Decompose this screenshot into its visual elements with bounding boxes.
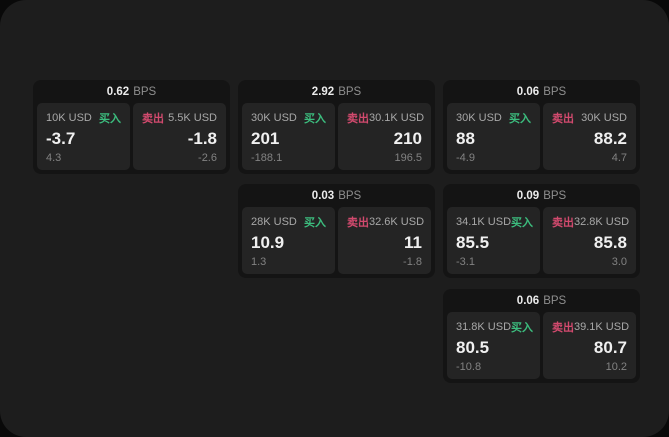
- buy-price: 10.9: [251, 232, 285, 252]
- quote-card-5: 0.09 BPS 34.1K USD 买入 85.5 -3.1 卖出 32.8K…: [443, 184, 640, 278]
- buy-side-label: 买入: [304, 217, 326, 229]
- sell-side-label: 卖出: [552, 322, 574, 334]
- bps-value: 0.06: [516, 294, 540, 307]
- bps-unit-label: BPS: [338, 85, 362, 98]
- bps-unit-label: BPS: [338, 189, 362, 202]
- sell-tile[interactable]: 卖出 5.5K USD -1.8 -2.6: [133, 103, 226, 170]
- buy-price: 88: [456, 128, 475, 148]
- sell-side-label: 卖出: [347, 217, 369, 229]
- sell-change: 10.2: [605, 361, 627, 373]
- sell-tile[interactable]: 卖出 30K USD 88.2 4.7: [543, 103, 636, 170]
- sell-price: 11: [404, 232, 422, 252]
- sell-amount: 32.6K USD: [369, 216, 425, 228]
- buy-amount: 34.1K USD: [456, 216, 512, 228]
- sell-amount: 30.1K USD: [369, 112, 425, 124]
- quote-card-3: 0.06 BPS 30K USD 买入 88 -4.9 卖出 30K USD 8…: [443, 80, 640, 174]
- quote-tiles: 10K USD 买入 -3.7 4.3 卖出 5.5K USD -1.8 -2.…: [33, 103, 230, 174]
- buy-amount: 30K USD: [456, 112, 502, 124]
- buy-tile[interactable]: 30K USD 买入 88 -4.9: [447, 103, 540, 170]
- buy-change: 1.3: [251, 256, 267, 268]
- sell-amount: 30K USD: [581, 112, 627, 124]
- sell-tile[interactable]: 卖出 32.8K USD 85.8 3.0: [543, 207, 636, 274]
- sell-price: 85.8: [593, 232, 627, 252]
- sell-change: -2.6: [198, 152, 217, 164]
- quote-card-4: 0.03 BPS 28K USD 买入 10.9 1.3 卖出 32.6K US…: [238, 184, 435, 278]
- sell-change: -1.8: [403, 256, 422, 268]
- quote-card-1: 0.62 BPS 10K USD 买入 -3.7 4.3 卖出 5.5K USD…: [33, 80, 230, 174]
- bps-value: 0.06: [516, 85, 540, 98]
- sell-change: 196.5: [394, 152, 422, 164]
- bps-value: 0.62: [106, 85, 130, 98]
- buy-tile[interactable]: 28K USD 买入 10.9 1.3: [242, 207, 335, 274]
- sell-price: 210: [393, 128, 422, 148]
- buy-change: 4.3: [46, 152, 62, 164]
- buy-price: 85.5: [456, 232, 490, 252]
- sell-amount: 32.8K USD: [574, 216, 630, 228]
- sell-change: 4.7: [611, 152, 627, 164]
- buy-price: -3.7: [46, 128, 76, 148]
- sell-side-label: 卖出: [552, 113, 574, 125]
- buy-tile[interactable]: 10K USD 买入 -3.7 4.3: [37, 103, 130, 170]
- bps-value: 2.92: [311, 85, 335, 98]
- sell-price: 80.7: [593, 337, 627, 357]
- buy-side-label: 买入: [99, 113, 121, 125]
- buy-change: -10.8: [456, 361, 482, 373]
- quote-tiles: 30K USD 买入 88 -4.9 卖出 30K USD 88.2 4.7: [443, 103, 640, 174]
- card-header: 0.06 BPS: [443, 289, 640, 312]
- bps-unit-label: BPS: [543, 85, 567, 98]
- sell-tile[interactable]: 卖出 30.1K USD 210 196.5: [338, 103, 431, 170]
- sell-side-label: 卖出: [552, 217, 574, 229]
- sell-tile[interactable]: 卖出 32.6K USD 11 -1.8: [338, 207, 431, 274]
- buy-amount: 28K USD: [251, 216, 297, 228]
- quote-tiles: 28K USD 买入 10.9 1.3 卖出 32.6K USD 11 -1.8: [238, 207, 435, 278]
- card-header: 0.06 BPS: [443, 80, 640, 103]
- quote-card-2: 2.92 BPS 30K USD 买入 201 -188.1 卖出 30.1K …: [238, 80, 435, 174]
- sell-side-label: 卖出: [142, 113, 164, 125]
- buy-tile[interactable]: 30K USD 买入 201 -188.1: [242, 103, 335, 170]
- quote-tiles: 31.8K USD 买入 80.5 -10.8 卖出 39.1K USD 80.…: [443, 312, 640, 383]
- buy-change: -3.1: [456, 256, 475, 268]
- buy-tile[interactable]: 31.8K USD 买入 80.5 -10.8: [447, 312, 540, 379]
- buy-change: -188.1: [251, 152, 283, 164]
- sell-change: 3.0: [611, 256, 627, 268]
- card-header: 2.92 BPS: [238, 80, 435, 103]
- buy-side-label: 买入: [304, 113, 326, 125]
- quote-tiles: 30K USD 买入 201 -188.1 卖出 30.1K USD 210 1…: [238, 103, 435, 174]
- buy-price: 201: [251, 128, 280, 148]
- sell-price: -1.8: [187, 128, 217, 148]
- sell-amount: 39.1K USD: [574, 321, 630, 333]
- sell-side-label: 卖出: [347, 113, 369, 125]
- bps-unit-label: BPS: [543, 294, 567, 307]
- bps-value: 0.09: [516, 189, 540, 202]
- buy-side-label: 买入: [511, 217, 534, 229]
- sell-price: 88.2: [593, 128, 627, 148]
- buy-amount: 31.8K USD: [456, 321, 512, 333]
- buy-tile[interactable]: 34.1K USD 买入 85.5 -3.1: [447, 207, 540, 274]
- quote-tiles: 34.1K USD 买入 85.5 -3.1 卖出 32.8K USD 85.8…: [443, 207, 640, 278]
- quote-card-6: 0.06 BPS 31.8K USD 买入 80.5 -10.8 卖出 39.1…: [443, 289, 640, 383]
- card-header: 0.03 BPS: [238, 184, 435, 207]
- bps-value: 0.03: [311, 189, 335, 202]
- buy-amount: 30K USD: [251, 112, 297, 124]
- buy-change: -4.9: [456, 152, 475, 164]
- buy-price: 80.5: [456, 337, 490, 357]
- bps-unit-label: BPS: [133, 85, 157, 98]
- sell-tile[interactable]: 卖出 39.1K USD 80.7 10.2: [543, 312, 636, 379]
- card-header: 0.09 BPS: [443, 184, 640, 207]
- bps-unit-label: BPS: [543, 189, 567, 202]
- buy-side-label: 买入: [509, 113, 531, 125]
- sell-amount: 5.5K USD: [168, 112, 217, 124]
- buy-side-label: 买入: [511, 322, 534, 334]
- card-header: 0.62 BPS: [33, 80, 230, 103]
- buy-amount: 10K USD: [46, 112, 92, 124]
